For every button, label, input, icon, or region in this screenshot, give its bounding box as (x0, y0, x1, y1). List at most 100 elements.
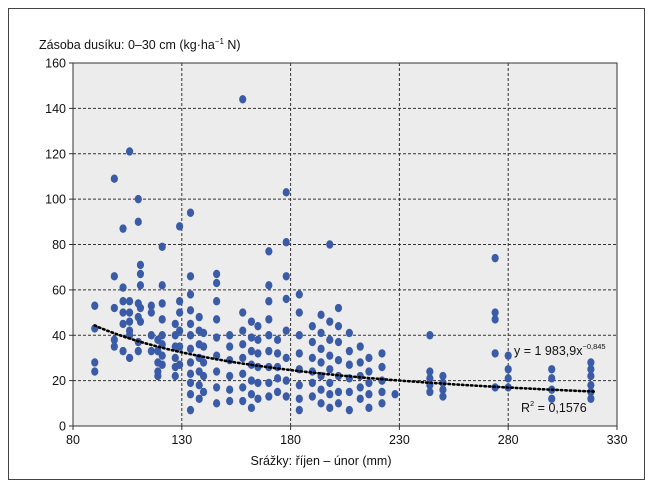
data-point (334, 303, 343, 313)
data-point (171, 353, 179, 363)
data-point (186, 390, 195, 399)
data-point (199, 328, 208, 338)
data-point (247, 317, 256, 326)
data-point (136, 269, 145, 279)
data-point (326, 403, 334, 413)
data-point (213, 278, 221, 288)
data-point (199, 358, 208, 367)
data-point (334, 321, 343, 331)
data-point (195, 394, 203, 403)
data-points (91, 95, 595, 415)
data-point (326, 390, 334, 399)
data-point (213, 399, 221, 408)
data-point (439, 392, 447, 401)
data-point (426, 374, 434, 383)
y-tick-label: 60 (52, 283, 66, 297)
data-point (548, 394, 556, 403)
x-tick-label: 280 (498, 433, 519, 447)
data-point (378, 399, 386, 408)
data-point (295, 331, 303, 340)
data-point (365, 390, 373, 399)
data-point (125, 353, 134, 363)
data-point (199, 342, 208, 351)
x-tick-label: 230 (389, 433, 410, 447)
y-tick-label: 160 (45, 57, 66, 71)
data-point (213, 367, 221, 376)
data-point (147, 346, 155, 356)
data-point (317, 358, 325, 367)
data-point (247, 376, 256, 385)
data-point (186, 319, 195, 329)
data-point (282, 326, 290, 335)
data-point (239, 383, 247, 392)
trend-line (93, 324, 597, 393)
data-point (548, 374, 556, 383)
data-point (265, 346, 273, 356)
data-point (265, 315, 273, 324)
data-point (186, 208, 195, 217)
data-point (239, 340, 247, 349)
trend-equation: y = 1 983,9x−0,845 (514, 342, 606, 358)
data-point (365, 367, 373, 376)
data-point (587, 358, 595, 367)
data-point (317, 385, 325, 394)
data-point (295, 308, 303, 317)
data-point (334, 356, 343, 365)
x-tick-label: 180 (280, 433, 301, 447)
data-point (254, 349, 262, 358)
data-point (356, 394, 364, 403)
data-point (334, 399, 343, 408)
data-point (176, 326, 184, 335)
data-point (282, 294, 290, 304)
data-point (587, 387, 595, 397)
data-point (317, 344, 325, 354)
data-point (247, 390, 256, 399)
data-point (345, 405, 353, 415)
data-point (491, 253, 499, 263)
data-point (147, 331, 155, 340)
data-point (125, 297, 134, 306)
data-point (317, 310, 325, 320)
data-point (282, 188, 290, 197)
data-point (365, 353, 373, 363)
data-point (158, 331, 166, 340)
r-squared-label: R2 = 0,1576 (521, 399, 587, 415)
data-point (226, 371, 234, 381)
data-point (254, 321, 262, 331)
data-point (356, 342, 364, 351)
data-point (273, 349, 282, 358)
data-point (158, 242, 166, 251)
data-point (365, 378, 373, 388)
data-point (239, 308, 247, 317)
x-axis-label: Srážky: říjen – únor (mm) (250, 454, 391, 468)
data-point (439, 385, 447, 394)
data-point (186, 344, 195, 354)
data-point (326, 335, 334, 344)
data-point (213, 315, 221, 324)
data-point (587, 380, 595, 390)
data-point (345, 328, 353, 338)
data-point (119, 297, 127, 306)
data-point (195, 312, 203, 322)
data-point (491, 315, 499, 324)
data-point (378, 349, 386, 358)
data-point (265, 281, 273, 290)
data-point (295, 394, 303, 403)
data-point (265, 297, 273, 306)
data-point (239, 353, 247, 363)
data-point (282, 272, 290, 281)
data-point (295, 405, 303, 415)
data-point (308, 337, 316, 347)
data-point (282, 353, 290, 363)
data-point (247, 346, 256, 356)
data-point (154, 371, 162, 381)
data-point (273, 335, 282, 344)
data-point (504, 365, 512, 374)
data-point (295, 349, 303, 358)
data-point (226, 342, 234, 351)
data-point (378, 362, 386, 372)
data-point (134, 217, 142, 227)
data-point (265, 392, 273, 401)
data-point (158, 360, 166, 369)
data-point (186, 331, 195, 340)
